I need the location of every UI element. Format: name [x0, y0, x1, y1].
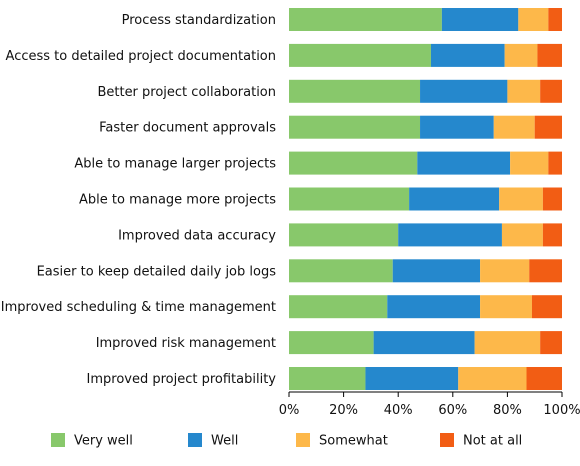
legend-label-well: Well [211, 434, 238, 449]
x-tick-label: 100% [543, 403, 580, 418]
category-label: Improved project profitability [87, 372, 277, 387]
bar-segment-not-at-all [529, 259, 562, 283]
category-label: Able to manage more projects [79, 193, 276, 208]
category-label: Improved risk management [96, 336, 276, 351]
x-tick-label: 80% [493, 403, 522, 418]
bar-segment-very-well [289, 331, 374, 355]
bar-segment-not-at-all [540, 79, 562, 103]
x-axis: 0% 20% 40% 60% 80% 100% [279, 391, 580, 418]
bar-segment-well [420, 115, 494, 139]
bar-segment-somewhat [499, 187, 543, 211]
legend: Very well Well Somewhat Not at all [51, 433, 522, 449]
legend-label-somewhat: Somewhat [319, 434, 388, 449]
bar-segment-very-well [289, 367, 366, 390]
bar-segment-somewhat [480, 259, 530, 283]
category-label: Improved data accuracy [118, 228, 276, 243]
legend-label-not-at-all: Not at all [463, 434, 522, 449]
bar-segment-very-well [289, 8, 442, 31]
legend-swatch-well [188, 433, 202, 447]
bar-segment-somewhat [474, 331, 541, 355]
x-tick-label: 40% [384, 403, 413, 418]
bar-segment-not-at-all [542, 223, 562, 247]
bar-segment-well [430, 43, 505, 67]
category-label: Able to manage larger projects [74, 157, 276, 172]
bar-segment-somewhat [510, 151, 549, 175]
legend-label-very-well: Very well [74, 434, 133, 449]
bar-segment-very-well [289, 259, 393, 283]
category-label: Improved scheduling & time management [1, 300, 276, 315]
bar-segment-well [409, 187, 500, 211]
bar-segment-well [365, 367, 459, 390]
bar-segment-very-well [289, 79, 421, 103]
category-label: Process standardization [122, 13, 276, 28]
category-label: Faster document approvals [99, 121, 276, 136]
x-tick-label: 20% [329, 403, 358, 418]
bar-segment-not-at-all [534, 115, 562, 139]
bar-segment-well [417, 151, 511, 175]
category-label: Better project collaboration [97, 85, 276, 100]
category-labels: Process standardization Access to detaile… [1, 13, 277, 387]
bar-segment-well [387, 295, 481, 319]
bar-segment-somewhat [518, 8, 549, 31]
bar-segment-very-well [289, 223, 399, 247]
bar-segment-somewhat [501, 223, 543, 247]
category-label: Easier to keep detailed daily job logs [37, 264, 277, 279]
bar-segment-well [420, 79, 508, 103]
bar-segment-not-at-all [537, 43, 562, 67]
legend-swatch-very-well [51, 433, 65, 447]
bar-segment-not-at-all [540, 331, 562, 355]
bar-segment-not-at-all [548, 151, 562, 175]
legend-swatch-somewhat [296, 433, 310, 447]
bar-segment-somewhat [507, 79, 541, 103]
x-tick-label: 60% [438, 403, 467, 418]
bar-segment-somewhat [504, 43, 538, 67]
bar-segment-somewhat [480, 295, 532, 319]
bar-segment-well [398, 223, 502, 247]
bar-segment-not-at-all [531, 295, 562, 319]
bar-segment-not-at-all [548, 8, 562, 31]
bar-segment-not-at-all [526, 367, 562, 390]
bar-segment-very-well [289, 115, 421, 139]
bar-segment-very-well [289, 43, 431, 67]
bar-segment-somewhat [493, 115, 535, 139]
bars-group [289, 8, 562, 390]
bar-segment-not-at-all [542, 187, 562, 211]
category-label: Access to detailed project documentation [6, 49, 276, 64]
x-tick-label: 0% [279, 403, 300, 418]
bar-segment-somewhat [458, 367, 527, 390]
bar-segment-well [441, 8, 519, 31]
bar-segment-well [392, 259, 481, 283]
bar-segment-very-well [289, 295, 388, 319]
bar-segment-well [373, 331, 475, 355]
bar-segment-very-well [289, 187, 410, 211]
bar-segment-very-well [289, 151, 418, 175]
legend-swatch-not-at-all [440, 433, 454, 447]
